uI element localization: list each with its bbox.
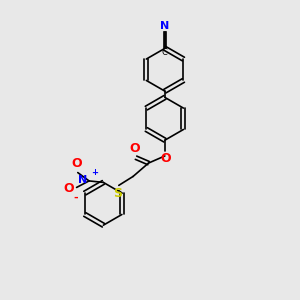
Text: +: + [92,168,98,177]
Text: S: S [113,187,122,200]
Text: C: C [162,48,168,57]
Text: -: - [74,193,78,203]
Text: N: N [78,175,88,185]
Text: O: O [72,157,83,170]
Text: N: N [160,21,170,31]
Text: O: O [129,142,140,155]
Text: O: O [63,182,74,195]
Text: O: O [160,152,171,165]
